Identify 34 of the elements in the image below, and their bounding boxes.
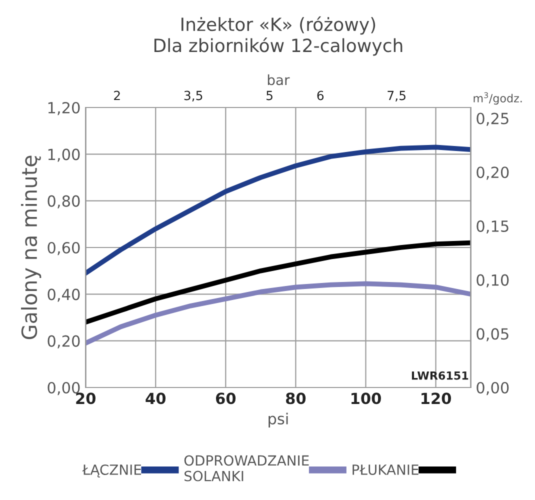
x2-tick-label: 7,5: [388, 90, 406, 102]
line-series: [86, 281, 471, 346]
x2-tick-label: 2: [114, 90, 120, 100]
y2-tick-label: 0,10: [476, 274, 509, 288]
x2-tick-label: 3,5: [184, 90, 202, 102]
y2-tick-label: 0,00: [476, 382, 509, 396]
legend-label: PŁUKANIE: [352, 464, 418, 475]
x-tick-label: 120: [422, 392, 451, 404]
y2-tick-label: 0,25: [476, 112, 508, 126]
x2-tick-label: 6: [317, 90, 324, 100]
y-tick-label: 0,40: [48, 288, 80, 302]
y2-tick-label: 0,20: [476, 166, 509, 180]
x-tick-label: 60: [216, 392, 236, 404]
line-series: [86, 144, 471, 276]
y-axis-title: Galony na minutę: [21, 156, 42, 340]
x2-tick-label: 5: [266, 90, 272, 100]
y-tick-label: 1,00: [48, 148, 80, 162]
x-tick-label: 100: [352, 392, 381, 404]
x-axis-title: psi: [268, 412, 288, 428]
y-tick-label: 0,80: [48, 195, 80, 208]
line-series: [86, 240, 471, 325]
y2-tick-label: 0,05: [476, 328, 508, 342]
x2-axis-title: bar: [268, 74, 290, 86]
y2-axis-title: m$^{3}$/godz.: [474, 92, 522, 105]
y-tick-label: 1,20: [48, 102, 80, 116]
x-tick-label: 40: [146, 392, 166, 404]
y-tick-label: 0,60: [48, 242, 80, 256]
annotation: LWR6151: [412, 371, 468, 380]
legend-label: ŁĄCZNIE: [82, 464, 142, 478]
legend-label: ODPROWADZANIE SOLANKI: [184, 455, 309, 482]
x-tick-label: 80: [286, 392, 306, 404]
y2-tick-label: 0,15: [476, 220, 508, 234]
y-tick-label: 0,20: [48, 335, 80, 348]
chart-title: Inżektor «K» (różowy) Dla zbiorników 12-calowych: [154, 16, 402, 56]
